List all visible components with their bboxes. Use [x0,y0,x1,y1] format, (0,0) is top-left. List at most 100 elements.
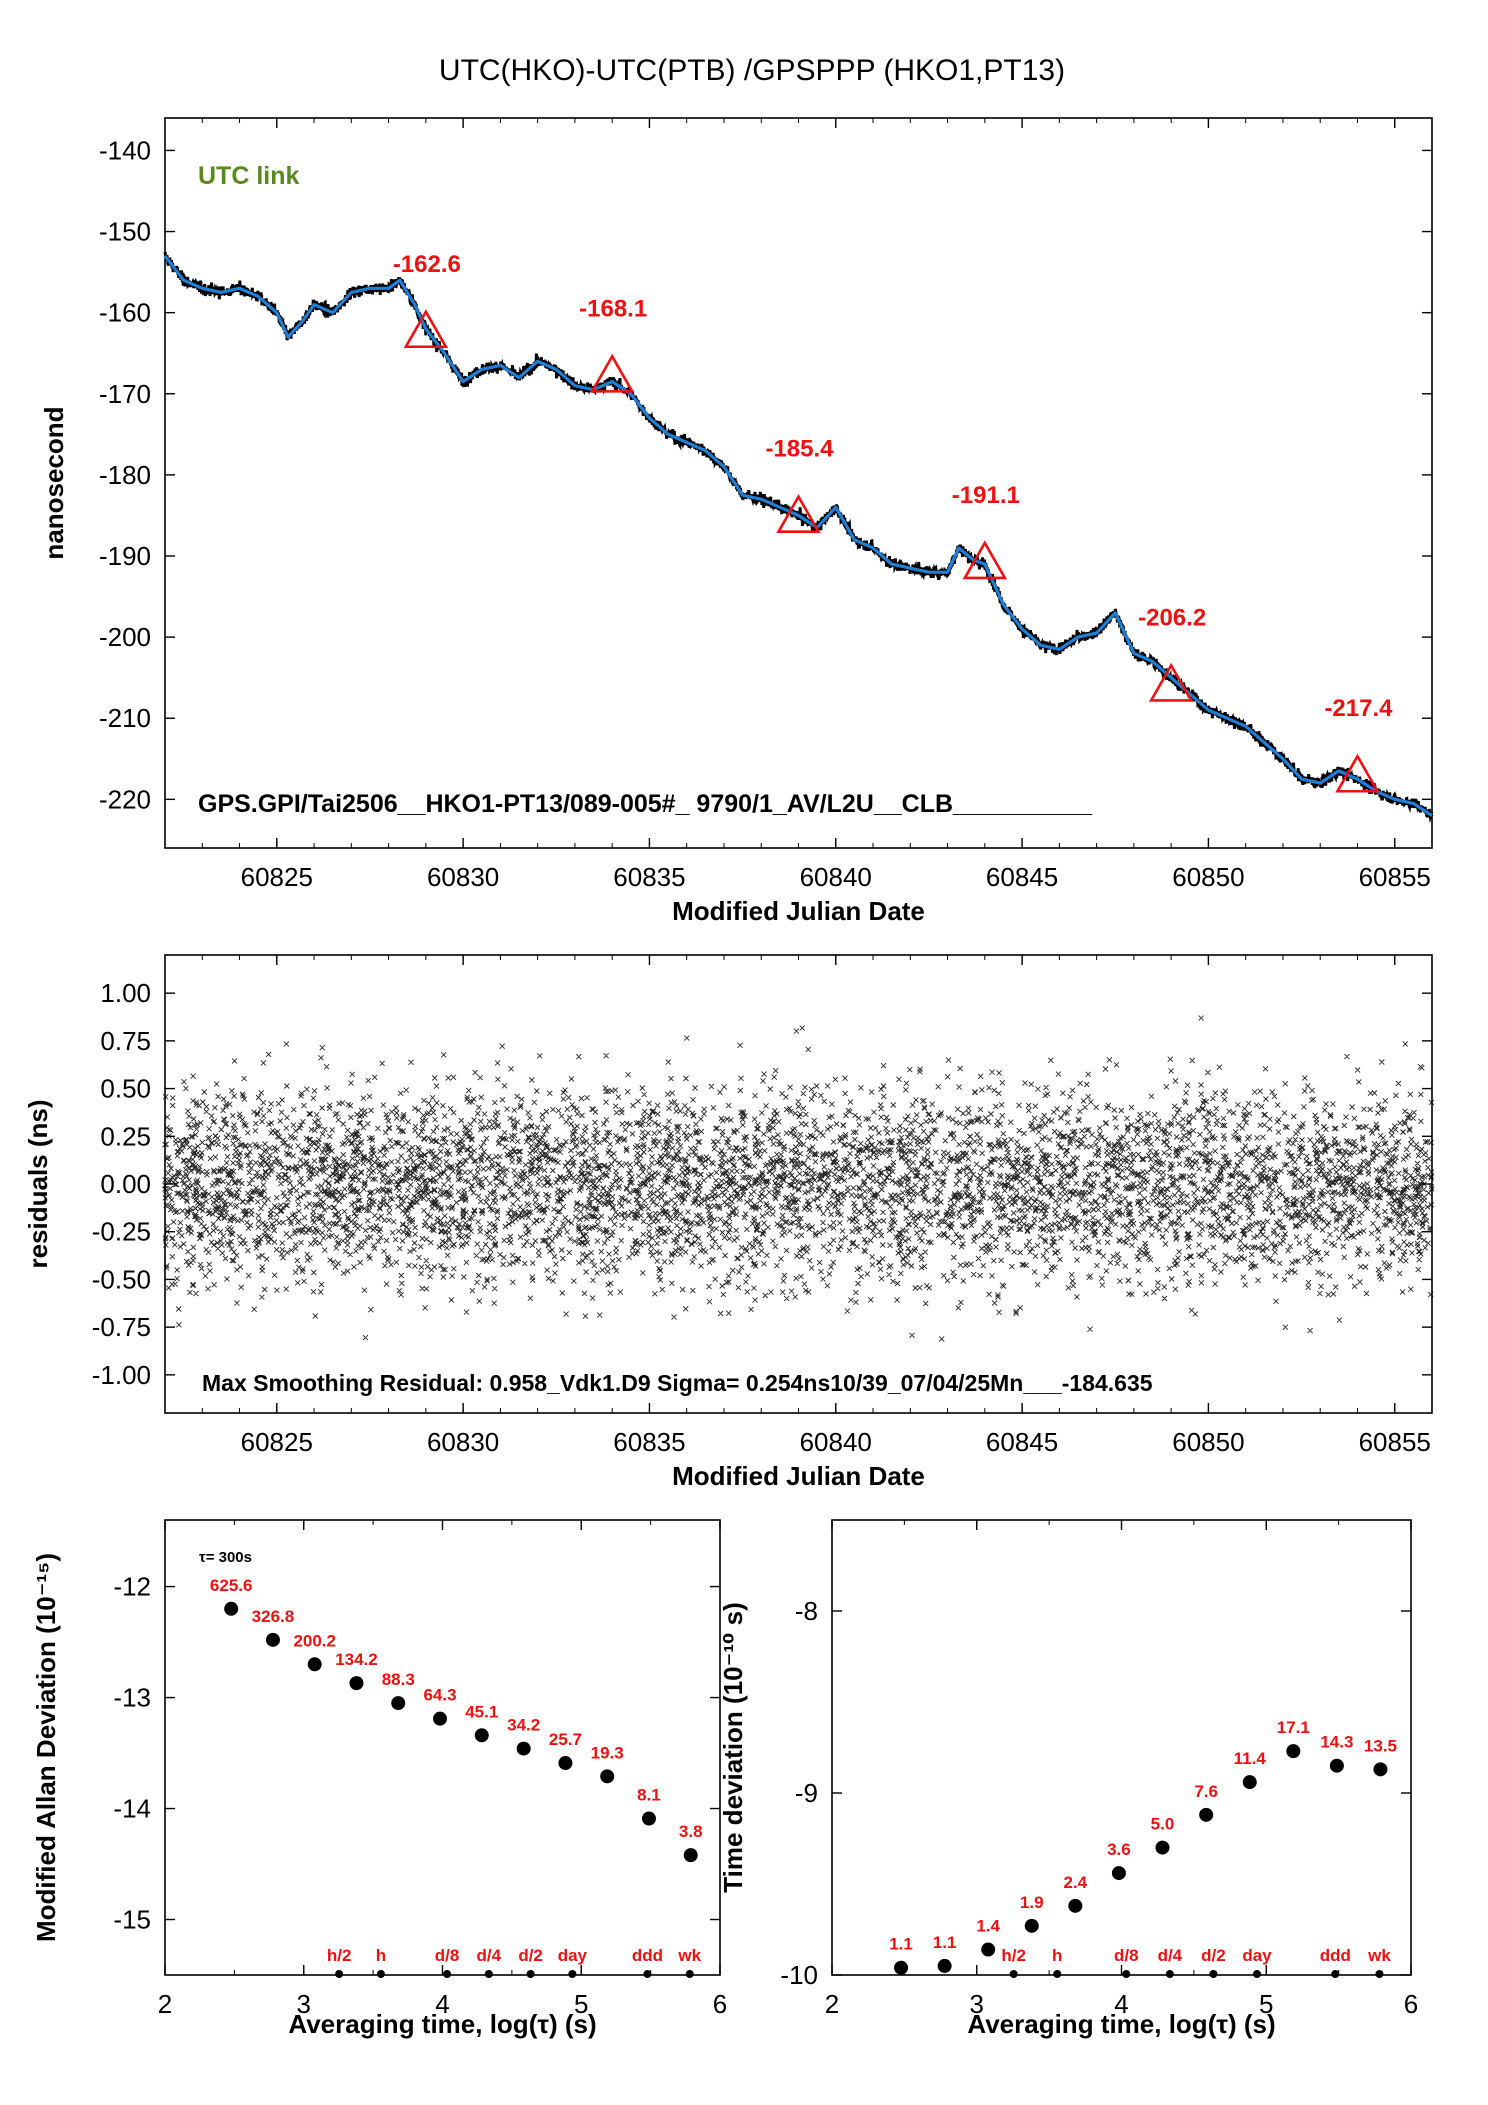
y-tick-label: -0.25 [92,1217,151,1247]
reference-mark [376,1970,385,1978]
triangle-marker [403,309,449,349]
y-axis-label: residuals (ns) [23,1099,53,1268]
triangle-marker [776,494,821,533]
x-axis-label: Modified Julian Date [672,896,925,926]
deviation-value-label: 5.0 [1151,1815,1175,1834]
triangle-marker [962,540,1008,580]
reference-mark [443,1970,452,1978]
x-tick-label: 60845 [986,1427,1058,1457]
x-tick-label: 5 [1259,1989,1273,2019]
deviation-point [894,1960,909,1975]
y-tick-label: -220 [99,784,151,814]
deviation-point [937,1958,952,1973]
y-tick-label: 0.25 [100,1121,151,1151]
x-axis-label: Averaging time, log(τ) (s) [967,2009,1275,2039]
plot-frame [164,117,1433,849]
reference-mark-label: ddd [632,1946,663,1965]
reference-mark [568,1970,577,1978]
plot-frame [164,954,1433,1414]
x-tick-label: 4 [1114,1989,1128,2019]
residual-points [162,1015,1435,1342]
link-annotation: UTC link [198,162,299,190]
reference-mark [1331,1970,1340,1978]
x-tick-label: 60840 [800,1427,872,1457]
deviation-point [433,1711,448,1726]
y-tick-label: 0.00 [100,1169,151,1199]
utc-link-plot: 60825 60830 60835 60840 60845 60850 60855 -140 -… [39,117,1434,926]
y-tick-label: -170 [99,379,151,409]
y-tick-label: -210 [99,703,151,733]
time-deviation-plot: 2 3 4 5 6 -8 -9 -10 Averaging time, log(τ) (s) Ti… [718,1519,1418,2039]
reference-mark-label: d/4 [477,1946,502,1965]
x-tick-label: 60855 [1359,1427,1431,1457]
y-tick-label: 0.75 [100,1026,151,1056]
marker-value-label: -162.6 [393,251,461,278]
deviation-point [1068,1898,1083,1913]
y-tick-label: -160 [99,298,151,328]
x-tick-label: 2 [158,1989,172,2019]
x-tick-label: 4 [435,1989,449,2019]
reference-mark [335,1970,344,1978]
deviation-value-label: 14.3 [1320,1733,1353,1752]
x-tick-label: 60830 [427,1427,499,1457]
deviation-point [1024,1918,1039,1933]
deviation-value-label: 13.5 [1364,1736,1397,1755]
tau-annotation: τ= 300s [199,1549,252,1566]
reference-mark [685,1970,694,1978]
deviation-value-label: 88.3 [382,1670,415,1689]
y-tick-label: -190 [99,541,151,571]
deviation-value-label: 1.1 [933,1933,957,1952]
y-tick-label: -150 [99,217,151,247]
reference-mark [1053,1970,1062,1978]
marker-value-label: -168.1 [579,295,647,322]
triangle-marker [589,353,635,393]
deviation-value-label: 7.6 [1194,1782,1218,1801]
x-tick-label: 60850 [1172,1427,1244,1457]
figure-title: UTC(HKO)-UTC(PTB) /GPSPPP (HKO1,PT13) [439,54,1065,87]
marker-value-label: -185.4 [765,436,834,463]
x-tick-label: 3 [970,1989,984,2019]
reference-mark-label: d/4 [1158,1946,1183,1965]
deviation-value-label: 34.2 [507,1716,540,1735]
reference-mark-label: ddd [1320,1946,1351,1965]
reference-mark [526,1970,535,1978]
deviation-point [1111,1866,1126,1881]
y-axis-label: Time deviation (10⁻¹⁰ s) [718,1602,748,1892]
deviation-value-label: 25.7 [549,1730,582,1749]
x-tick-label: 60850 [1172,862,1244,892]
residual-footer: Max Smoothing Residual: 0.958_Vdk1.D9 Si… [202,1370,1153,1396]
deviation-value-label: 19.3 [591,1743,624,1762]
deviation-value-label: 3.8 [679,1822,703,1841]
y-tick-label: -0.50 [92,1264,151,1294]
deviation-point [1155,1840,1170,1855]
marker-value-label: -217.4 [1324,695,1393,722]
reference-mark-label: wk [1367,1946,1391,1965]
x-tick-label: 60825 [241,1427,313,1457]
y-tick-label: -15 [113,1905,151,1935]
deviation-value-label: 1.4 [976,1917,1000,1936]
deviation-point [349,1676,364,1691]
deviation-value-label: 2.4 [1064,1873,1088,1892]
reference-mark [484,1970,493,1978]
deviation-point [683,1848,698,1863]
x-tick-label: 6 [713,1989,727,2019]
reference-mark [1252,1970,1261,1978]
x-axis-label: Averaging time, log(τ) (s) [288,2009,596,2039]
reference-mark-label: d/8 [435,1946,460,1965]
triangle-marker [1335,753,1380,793]
x-tick-label: 60845 [986,862,1058,892]
y-tick-label: -10 [780,1960,818,1990]
deviation-value-label: 3.6 [1107,1840,1131,1859]
y-tick-label: 0.50 [100,1074,151,1104]
x-tick-label: 5 [574,1989,588,2019]
deviation-point [600,1769,615,1784]
reference-mark-label: h/2 [1001,1946,1026,1965]
y-tick-label: -12 [113,1572,151,1602]
deviation-value-label: 17.1 [1277,1718,1310,1737]
y-tick-label: -14 [113,1794,151,1824]
x-tick-label: 2 [825,1989,839,2019]
y-tick-label: -1.00 [92,1360,151,1390]
deviation-point [1373,1762,1388,1777]
reference-mark [1209,1970,1218,1978]
